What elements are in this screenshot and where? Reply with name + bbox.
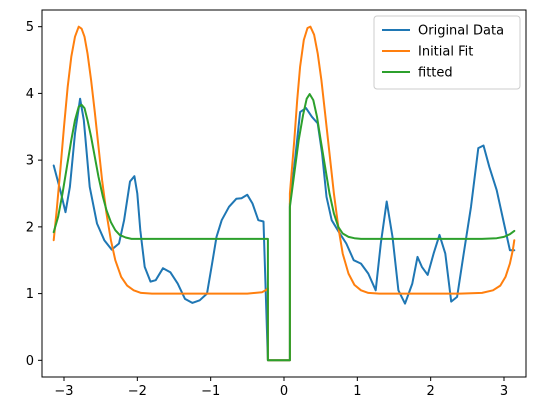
series-line-2	[52, 93, 516, 362]
y-tick-label: 4	[26, 87, 34, 102]
y-tick-label: 3	[26, 154, 34, 169]
x-tick-label: 1	[353, 384, 361, 399]
y-tick-label: 2	[26, 220, 34, 235]
x-axis: −3 −2 −1 0 1 2 3	[54, 377, 508, 399]
legend-label: Initial Fit	[418, 45, 473, 60]
x-tick-label: 0	[280, 384, 288, 399]
legend-label: fitted	[418, 66, 453, 81]
y-tick-label: 1	[26, 287, 34, 302]
x-tick-label: −1	[201, 384, 220, 399]
legend-box	[373, 15, 521, 90]
legend-label: Original Data	[418, 24, 504, 39]
plot-area	[52, 25, 516, 362]
x-tick-label: 3	[500, 384, 508, 399]
x-tick-label: −2	[128, 384, 147, 399]
x-tick-label: 2	[427, 384, 435, 399]
y-tick-label: 0	[26, 354, 34, 369]
y-tick-label: 5	[26, 20, 34, 35]
y-axis: 0 1 2 3 4 5	[26, 20, 42, 369]
series-line-0	[52, 97, 516, 362]
legend: Original Data Initial Fit fitted	[373, 15, 521, 90]
x-tick-label: −3	[54, 384, 73, 399]
